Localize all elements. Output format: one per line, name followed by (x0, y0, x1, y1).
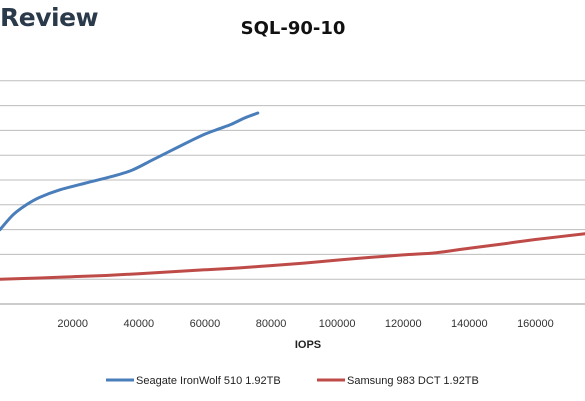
x-tick-label: 60000 (190, 318, 221, 330)
x-tick-label: 120000 (385, 318, 422, 330)
x-tick-labels: 20000 40000 60000 80000 100000 120000 140000 16… (57, 318, 553, 330)
x-tick-label: 100000 (319, 318, 356, 330)
gridlines (0, 80, 585, 280)
x-tick-label: 80000 (256, 318, 287, 330)
series-line-1 (0, 111, 260, 232)
series-line-2 (0, 232, 585, 281)
legend: Seagate IronWolf 510 1.92TB Samsung 983 D… (106, 375, 479, 387)
series-lines (0, 111, 585, 281)
site-logo: Review (0, 3, 99, 32)
x-tick-label: 20000 (57, 318, 88, 330)
x-tick-label: 160000 (517, 318, 554, 330)
chart-title: SQL-90-10 (241, 18, 346, 39)
x-tick-label: 140000 (451, 318, 488, 330)
x-tick-label: 40000 (124, 318, 155, 330)
x-axis-title: IOPS (295, 339, 321, 351)
legend-label: Samsung 983 DCT 1.92TB (347, 375, 479, 387)
legend-label: Seagate IronWolf 510 1.92TB (136, 375, 281, 387)
